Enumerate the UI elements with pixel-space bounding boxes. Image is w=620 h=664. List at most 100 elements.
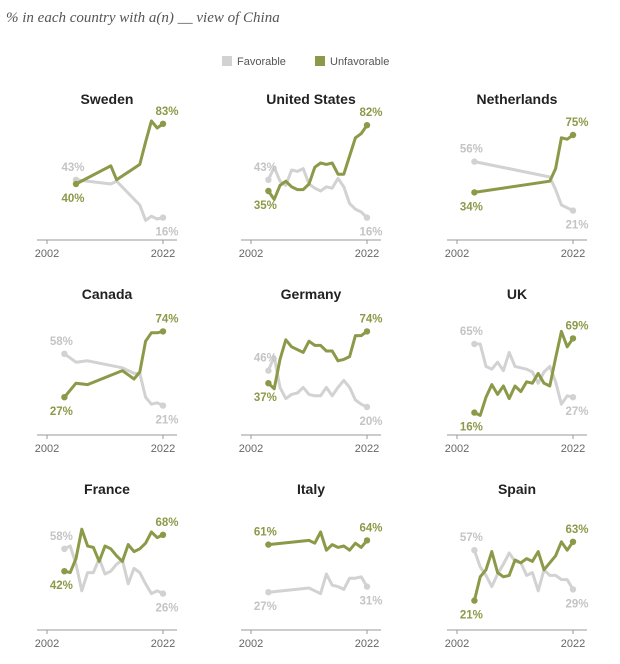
x-tick-label: 2022 — [151, 638, 175, 650]
series-point-unfavorable — [159, 120, 167, 128]
series-line-unfavorable — [62, 329, 165, 399]
series-point-favorable — [159, 214, 167, 221]
data-label: 21% — [565, 220, 588, 232]
panel-spain: Spain 2002 2022 57% 21% 63% 29% — [445, 481, 589, 650]
panel-italy: Italy 2002 2022 61% 27% 64% 31% — [239, 481, 383, 650]
series-point-unfavorable — [471, 189, 478, 196]
series-point-unfavorable — [265, 187, 272, 195]
series-line-favorable — [266, 355, 369, 409]
panel-title: Netherlands — [477, 91, 558, 107]
panel-uk: UK 2002 2022 65% 16% 69% 27% — [445, 286, 589, 455]
data-label: 74% — [155, 313, 178, 325]
series-point-favorable — [265, 589, 272, 596]
data-label: 21% — [155, 415, 178, 427]
x-tick-label: 2022 — [561, 248, 585, 260]
series-point-favorable — [471, 547, 478, 554]
data-label: 74% — [359, 313, 382, 325]
chart-subtitle: % in each country with a(n) __ view of C… — [6, 10, 280, 26]
legend-label-unfavorable: Unfavorable — [330, 56, 389, 68]
series-point-favorable — [569, 394, 577, 401]
series-line-favorable — [472, 548, 575, 593]
x-tick-label: 2022 — [355, 638, 379, 650]
series-line-favorable — [62, 544, 165, 596]
x-tick-label: 2022 — [151, 443, 175, 455]
data-label: 34% — [460, 201, 483, 213]
series-point-unfavorable — [569, 335, 577, 342]
series-point-favorable — [61, 545, 68, 552]
series-line-unfavorable — [266, 329, 369, 391]
data-label: 16% — [155, 227, 178, 239]
legend: Favorable Unfavorable — [222, 56, 389, 68]
x-tick-label: 2022 — [355, 443, 379, 455]
series-point-unfavorable — [159, 328, 167, 335]
data-label: 43% — [254, 162, 277, 174]
series-line-favorable — [266, 572, 369, 596]
x-tick-label: 2022 — [151, 248, 175, 260]
data-label: 46% — [254, 353, 277, 365]
data-label: 27% — [254, 601, 277, 613]
panel-france: France 2002 2022 58% 42% 68% 26% — [35, 481, 179, 650]
panel-title: Spain — [498, 481, 536, 497]
series-point-favorable — [61, 350, 68, 357]
series-point-unfavorable — [72, 180, 80, 188]
data-label: 75% — [565, 117, 588, 129]
data-label: 26% — [155, 603, 178, 615]
panel-title: United States — [266, 91, 356, 107]
data-label: 65% — [460, 326, 483, 338]
data-label: 29% — [565, 598, 588, 610]
data-label: 57% — [460, 532, 483, 544]
series-point-unfavorable — [471, 409, 478, 416]
data-label: 61% — [254, 527, 277, 539]
panel-netherlands: Netherlands 2002 2022 56% 34% 75% 21% — [445, 91, 589, 260]
data-label: 82% — [359, 107, 382, 119]
x-tick-label: 2002 — [239, 638, 263, 650]
legend-label-favorable: Favorable — [237, 56, 286, 68]
x-tick-label: 2002 — [35, 443, 59, 455]
x-tick-label: 2002 — [239, 443, 263, 455]
x-tick-label: 2002 — [445, 248, 469, 260]
series-point-favorable — [471, 158, 478, 165]
legend-swatch-unfavorable — [315, 56, 325, 66]
data-label: 43% — [61, 162, 84, 174]
series-point-unfavorable — [569, 131, 577, 139]
data-label: 56% — [460, 144, 483, 156]
data-label: 69% — [565, 320, 588, 332]
data-label: 64% — [359, 522, 382, 534]
series-line-unfavorable — [74, 119, 165, 186]
data-label: 58% — [50, 336, 73, 348]
x-tick-label: 2002 — [445, 638, 469, 650]
x-tick-label: 2002 — [35, 638, 59, 650]
panel-title: UK — [507, 286, 527, 302]
series-point-unfavorable — [471, 597, 478, 604]
data-label: 16% — [460, 422, 483, 434]
series-point-favorable — [363, 403, 371, 411]
x-tick-label: 2002 — [239, 248, 263, 260]
series-line-unfavorable — [472, 329, 575, 417]
data-label: 27% — [565, 406, 588, 418]
data-label: 35% — [254, 200, 277, 212]
data-label: 27% — [50, 406, 73, 418]
panel-canada: Canada 2002 2022 58% 27% 74% 21% — [35, 286, 179, 455]
panel-title: Italy — [297, 481, 325, 497]
series-point-favorable — [265, 176, 272, 183]
series-point-unfavorable — [61, 394, 68, 401]
x-tick-label: 2002 — [35, 248, 59, 260]
series-point-unfavorable — [569, 538, 577, 545]
panel-title: Canada — [82, 286, 133, 302]
series-point-favorable — [159, 590, 167, 597]
series-line-favorable — [74, 178, 165, 222]
data-label: 31% — [359, 596, 382, 608]
x-tick-label: 2002 — [445, 443, 469, 455]
x-tick-label: 2022 — [561, 638, 585, 650]
series-point-favorable — [159, 402, 167, 409]
series-point-unfavorable — [265, 380, 272, 387]
panel-title: France — [84, 481, 130, 497]
series-point-unfavorable — [363, 328, 371, 335]
x-tick-label: 2022 — [561, 443, 585, 455]
data-label: 40% — [61, 193, 84, 205]
series-point-unfavorable — [363, 122, 371, 129]
series-point-favorable — [363, 214, 371, 221]
series-point-favorable — [471, 340, 478, 348]
series-point-unfavorable — [265, 541, 272, 548]
series-point-favorable — [569, 207, 577, 214]
